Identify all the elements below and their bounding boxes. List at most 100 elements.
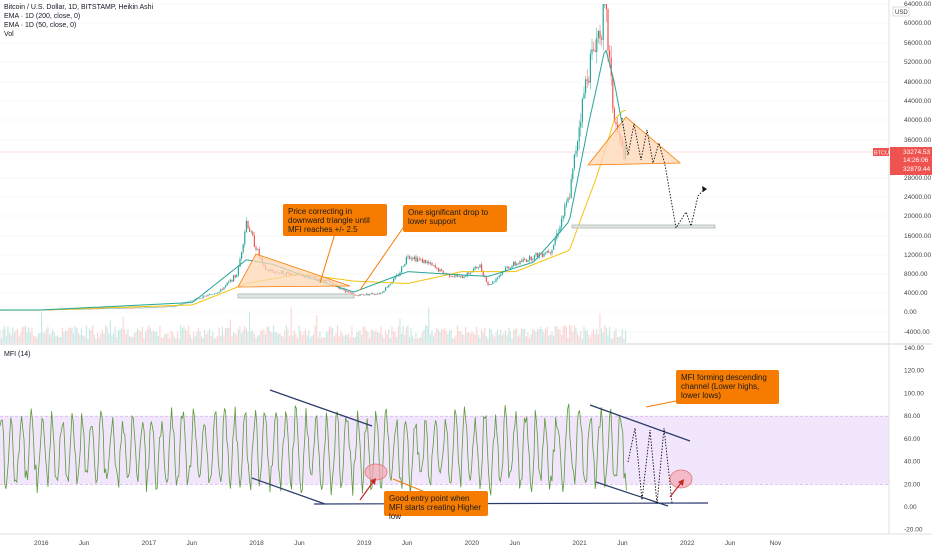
volume-bar <box>538 329 540 343</box>
candle-body <box>220 288 222 292</box>
candle-body <box>252 231 254 236</box>
channel-callout[interactable]: MFI forming descending channel (Lower hi… <box>676 370 779 404</box>
triangle-callout[interactable]: Price correcting in downward triangle un… <box>283 204 387 236</box>
mfi-legend[interactable]: MFI (14) <box>4 351 31 358</box>
candle-body <box>89 308 91 310</box>
candle-body <box>119 308 121 309</box>
entry-callout[interactable]: Good entry point when MFI starts creatin… <box>384 491 488 521</box>
price-axis-tick: 52000.00 <box>904 59 931 66</box>
volume-bar <box>452 338 454 343</box>
volume-bar <box>85 325 87 343</box>
volume-bar <box>285 325 287 343</box>
candle-body <box>409 256 411 259</box>
ema-50-line <box>0 49 626 311</box>
volume-bar <box>362 326 364 343</box>
legend-ema50[interactable]: EMA · 1D (50, close, 0) <box>4 22 77 29</box>
candle-body <box>524 259 526 260</box>
candle-body <box>610 57 612 76</box>
volume-bar <box>389 337 391 343</box>
candle-body <box>249 228 251 232</box>
volume-bar <box>426 325 428 343</box>
volume-bar <box>95 338 97 343</box>
volume-bar <box>433 336 435 343</box>
volume-bar <box>93 334 95 343</box>
volume-bar <box>473 333 475 343</box>
volume-bar <box>252 329 254 343</box>
volume-bar <box>525 336 527 343</box>
candle-body <box>425 259 427 264</box>
volume-bar <box>213 338 215 343</box>
volume-bar <box>0 329 1 343</box>
candle-body <box>349 292 351 293</box>
volume-bar <box>44 333 46 343</box>
chart-title[interactable]: Bitcoin / U.S. Dollar, 1D, BITSTAMP, Hei… <box>4 4 154 11</box>
candle-body <box>428 261 430 264</box>
volume-bar <box>364 326 366 343</box>
candle-body <box>413 256 415 260</box>
volume-bar <box>594 334 596 343</box>
candle-body <box>548 251 550 253</box>
volume-bar <box>105 325 107 343</box>
volume-bar <box>125 334 127 343</box>
volume-bar <box>549 334 551 343</box>
candle-body <box>114 308 116 309</box>
candle-body <box>82 308 84 310</box>
mfi-support-line <box>313 502 709 505</box>
volume-bar <box>149 328 151 343</box>
candle-body <box>359 294 361 296</box>
volume-bar <box>271 332 273 343</box>
volume-bar <box>340 331 342 343</box>
volume-bar <box>63 332 65 343</box>
candle-body <box>113 308 115 309</box>
volume-bar <box>412 335 414 343</box>
candle-body <box>92 308 94 310</box>
volume-bar <box>153 330 155 343</box>
legend-ema200[interactable]: EMA · 1D (200, close, 0) <box>4 13 81 20</box>
volume-bar <box>47 326 49 343</box>
price-axis-tick: 28000.00 <box>904 175 931 182</box>
candle-body <box>213 293 215 295</box>
volume-bar <box>117 330 119 343</box>
volume-bar <box>578 336 580 343</box>
candle-body <box>356 295 358 296</box>
volume-bar <box>68 327 70 343</box>
volume-bar <box>193 331 195 343</box>
candle-body <box>543 253 545 257</box>
legend-vol[interactable]: Vol <box>4 31 14 38</box>
volume-bar <box>546 326 548 343</box>
candle-body <box>537 252 539 258</box>
volume-bar <box>138 330 140 343</box>
candle-body <box>434 265 436 268</box>
candle-body <box>255 246 257 250</box>
volume-bar <box>621 329 623 343</box>
currency-button[interactable] <box>892 6 910 17</box>
candle-body <box>612 75 614 109</box>
candle-body <box>442 270 444 274</box>
volume-bar <box>450 329 452 343</box>
volume-bar <box>25 325 27 343</box>
drop-callout[interactable]: One significant drop to lower support <box>403 205 507 232</box>
volume-bar <box>217 335 219 343</box>
volume-bar <box>249 311 251 343</box>
candle-body <box>553 244 555 250</box>
candle-body <box>381 292 383 293</box>
volume-bar <box>207 331 209 343</box>
volume-bar <box>345 334 347 343</box>
candle-body <box>386 287 388 288</box>
time-axis-tick: 2018 <box>249 540 264 547</box>
candle-body <box>116 308 118 309</box>
mfi-axis-tick: 40.00 <box>904 459 921 466</box>
volume-bar <box>189 334 191 343</box>
volume-bar <box>36 337 38 343</box>
volume-bar <box>575 327 577 343</box>
volume-bar <box>417 338 419 343</box>
volume-bar <box>455 335 457 343</box>
candle-body <box>159 306 161 308</box>
volume-bar <box>298 325 300 343</box>
time-axis-tick: Jun <box>402 540 413 547</box>
volume-bar <box>506 335 508 343</box>
volume-bar <box>511 338 513 343</box>
volume-bar <box>551 331 553 343</box>
volume-bar <box>186 331 188 343</box>
